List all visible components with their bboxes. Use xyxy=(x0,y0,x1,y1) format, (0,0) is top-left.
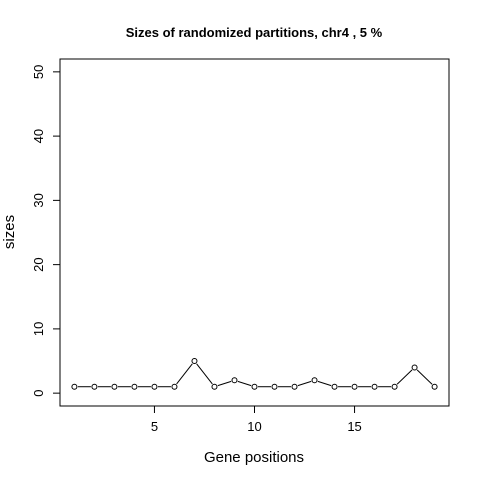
data-point xyxy=(191,358,198,365)
y-tick-label: 30 xyxy=(31,193,46,207)
x-axis: 5 10 15 xyxy=(151,405,362,434)
data-point xyxy=(271,383,278,390)
series-segment xyxy=(196,363,213,385)
x-axis-label: Gene positions xyxy=(204,449,304,466)
data-point xyxy=(331,383,338,390)
data-point xyxy=(411,364,418,371)
x-tick-label: 15 xyxy=(347,419,361,434)
data-point xyxy=(311,377,318,384)
y-tick-label: 10 xyxy=(31,322,46,336)
series-segment xyxy=(297,380,312,387)
x-tick-label: 5 xyxy=(151,419,158,434)
series-segment xyxy=(237,380,252,387)
data-point xyxy=(231,377,238,384)
series-segment xyxy=(176,363,193,385)
series-segment xyxy=(396,369,413,385)
data-point xyxy=(351,383,358,390)
y-axis-label: sizes xyxy=(1,215,18,249)
data-point xyxy=(251,383,258,390)
series-segment xyxy=(317,380,332,387)
x-tick-label: 10 xyxy=(247,419,261,434)
series-line xyxy=(77,363,433,388)
data-point xyxy=(151,383,158,390)
data-point xyxy=(171,383,178,390)
y-axis: 0 10 20 30 40 50 xyxy=(31,65,61,397)
series-points xyxy=(71,358,438,390)
data-point xyxy=(391,383,398,390)
data-point xyxy=(211,383,218,390)
y-tick-label: 20 xyxy=(31,257,46,271)
y-tick-label: 50 xyxy=(31,65,46,79)
data-point xyxy=(111,383,118,390)
data-point xyxy=(371,383,378,390)
y-tick-label: 40 xyxy=(31,129,46,143)
series-segment xyxy=(217,380,232,387)
data-point xyxy=(291,383,298,390)
plot-frame xyxy=(59,58,450,407)
data-point xyxy=(431,383,438,390)
y-tick-label: 0 xyxy=(31,390,46,397)
chart-title: Sizes of randomized partitions, chr4 , 5… xyxy=(126,25,383,40)
series-segment xyxy=(416,369,433,385)
data-point xyxy=(131,383,138,390)
data-point xyxy=(71,383,78,390)
data-point xyxy=(91,383,98,390)
